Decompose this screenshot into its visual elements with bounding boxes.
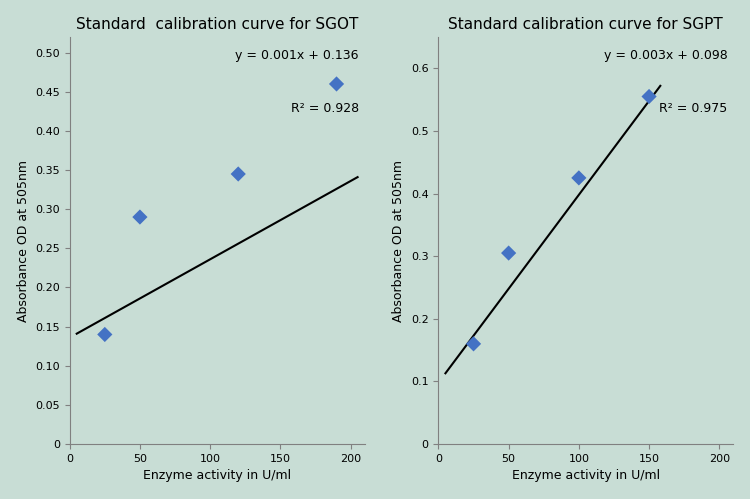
Y-axis label: Absorbance OD at 505nm: Absorbance OD at 505nm — [16, 160, 30, 321]
Text: R² = 0.975: R² = 0.975 — [659, 102, 728, 115]
Text: R² = 0.928: R² = 0.928 — [290, 102, 358, 115]
Title: Standard  calibration curve for SGOT: Standard calibration curve for SGOT — [76, 16, 358, 31]
Text: y = 0.003x + 0.098: y = 0.003x + 0.098 — [604, 49, 728, 62]
Point — [99, 330, 111, 338]
Point — [134, 213, 146, 221]
Y-axis label: Absorbance OD at 505nm: Absorbance OD at 505nm — [392, 160, 406, 321]
X-axis label: Enzyme activity in U/ml: Enzyme activity in U/ml — [143, 470, 291, 483]
Point — [503, 249, 515, 257]
Point — [467, 340, 479, 348]
Point — [573, 174, 585, 182]
Text: y = 0.001x + 0.136: y = 0.001x + 0.136 — [236, 49, 358, 62]
Point — [232, 170, 244, 178]
X-axis label: Enzyme activity in U/ml: Enzyme activity in U/ml — [512, 470, 660, 483]
Title: Standard calibration curve for SGPT: Standard calibration curve for SGPT — [448, 16, 723, 31]
Point — [331, 80, 343, 88]
Point — [643, 92, 655, 100]
